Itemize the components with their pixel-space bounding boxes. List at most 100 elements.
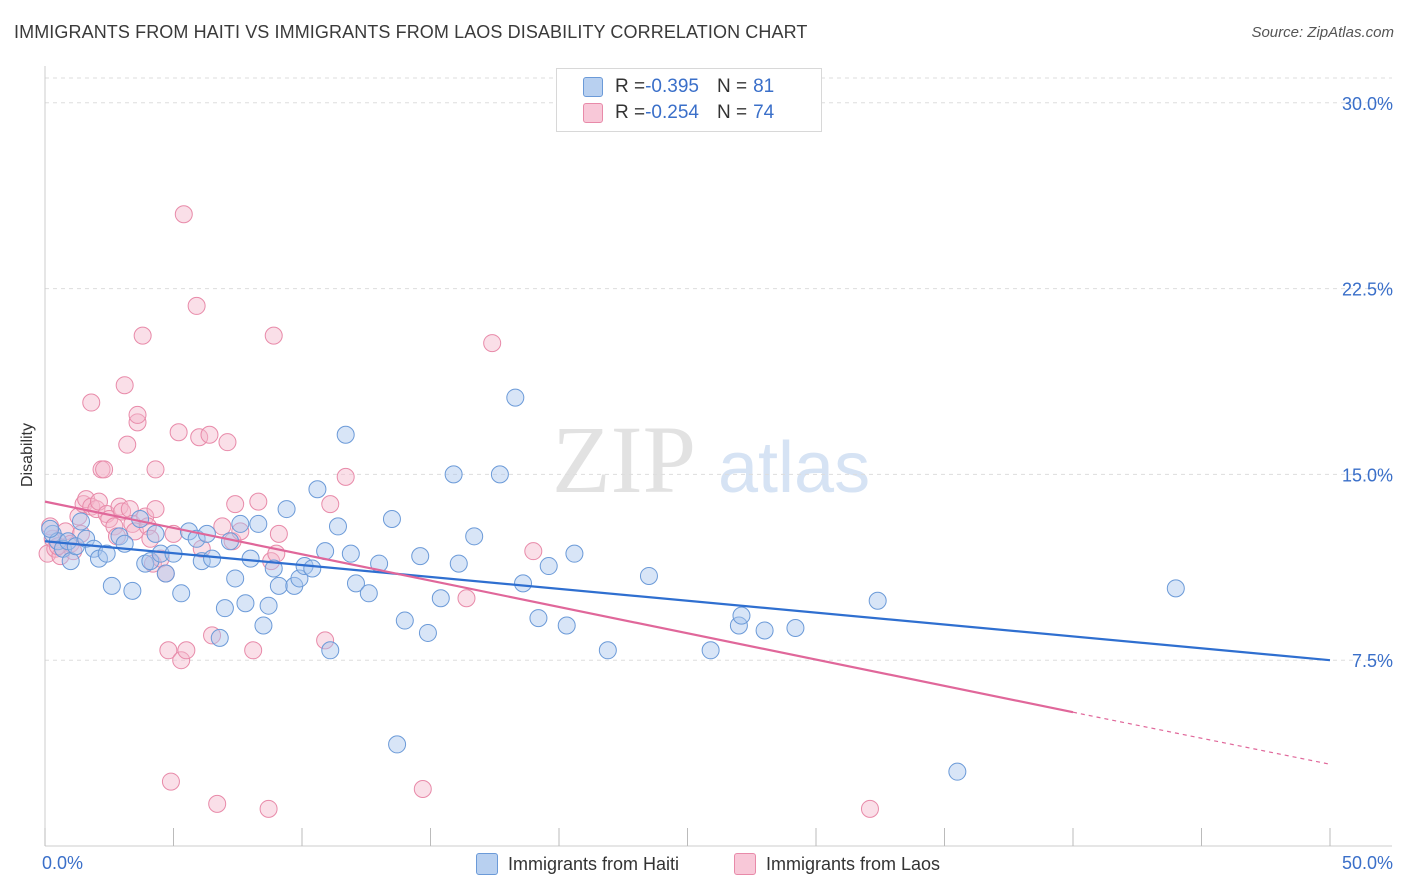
haiti-point-10 — [97, 544, 116, 563]
legend-row-laos: R = -0.254 N = 74 — [583, 101, 774, 125]
laos-r-label: R = — [615, 102, 646, 123]
haiti-point-34 — [241, 549, 260, 568]
laos-point-30 — [133, 326, 152, 345]
haiti-point-36 — [254, 616, 273, 635]
haiti-point-22 — [172, 584, 191, 603]
haiti-point-58 — [418, 623, 437, 642]
haiti-point-39 — [269, 576, 288, 595]
laos-point-35 — [146, 500, 165, 519]
laos-point-59 — [259, 799, 278, 818]
haiti-point-61 — [449, 554, 468, 573]
laos-point-39 — [159, 641, 178, 660]
laos-point-43 — [172, 651, 191, 670]
haiti-point-70 — [598, 641, 617, 660]
haiti-point-60 — [444, 465, 463, 484]
haiti-point-40 — [277, 500, 296, 519]
haiti-point-80 — [41, 519, 60, 538]
laos-point-55 — [226, 495, 245, 514]
laos-point-23 — [115, 376, 134, 395]
laos-point-71 — [860, 799, 879, 818]
bottom-laos-label: Immigrants from Laos — [766, 853, 941, 874]
correlation-legend: R = -0.395 N = 81 R = -0.254 N = 74 — [556, 68, 822, 132]
y-tick-label-2: 22.5% — [1342, 280, 1393, 300]
haiti-point-37 — [259, 596, 278, 615]
haiti-point-14 — [123, 581, 142, 600]
haiti-point-76 — [786, 618, 805, 637]
legend-row-haiti: R = -0.395 N = 81 — [583, 75, 774, 99]
haiti-point-11 — [102, 576, 121, 595]
haiti-point-38 — [264, 559, 283, 578]
laos-point-49 — [200, 425, 219, 444]
laos-point-63 — [269, 524, 288, 543]
laos-trend-line — [44, 500, 1074, 714]
bottom-haiti-swatch — [476, 853, 498, 875]
haiti-point-57 — [411, 547, 430, 566]
haiti-point-75 — [755, 621, 774, 640]
laos-point-65 — [321, 495, 340, 514]
laos-point-40 — [161, 772, 180, 791]
trend-lines — [44, 500, 1331, 765]
watermark-atlas: atlas — [718, 428, 870, 508]
laos-r-value: -0.254 — [645, 102, 699, 123]
haiti-point-33 — [236, 594, 255, 613]
haiti-n-value: 81 — [753, 76, 775, 97]
laos-n-label: N = — [716, 102, 748, 123]
laos-point-66 — [336, 467, 355, 486]
haiti-point-55 — [388, 735, 407, 754]
haiti-r-label: R = — [615, 76, 646, 97]
haiti-point-27 — [203, 549, 222, 568]
haiti-point-5 — [66, 537, 85, 556]
haiti-point-52 — [359, 584, 378, 603]
haiti-point-79 — [1166, 579, 1185, 598]
laos-point-57 — [244, 641, 263, 660]
haiti-point-44 — [303, 559, 322, 578]
haiti-point-56 — [395, 611, 414, 630]
haiti-point-65 — [514, 574, 533, 593]
laos-point-53 — [218, 433, 237, 452]
y-tick-label-0: 7.5% — [1352, 651, 1393, 671]
laos-point-47 — [190, 428, 209, 447]
bottom-haiti-label: Immigrants from Haiti — [508, 853, 680, 874]
haiti-point-32 — [231, 514, 250, 533]
laos-point-61 — [264, 326, 283, 345]
laos-points — [38, 205, 879, 818]
haiti-point-66 — [529, 609, 548, 628]
haiti-point-49 — [336, 425, 355, 444]
laos-point-68 — [457, 589, 476, 608]
laos-point-28 — [128, 413, 147, 432]
haiti-n-label: N = — [716, 76, 748, 97]
laos-point-44 — [174, 205, 193, 224]
haiti-trend-line — [44, 540, 1331, 662]
haiti-point-17 — [141, 552, 160, 571]
source-label: Source: ZipAtlas.com — [1251, 24, 1394, 41]
laos-point-42 — [169, 423, 188, 442]
laos-n-value: 74 — [753, 102, 775, 123]
laos-point-29 — [128, 405, 147, 424]
haiti-point-77 — [868, 591, 887, 610]
haiti-point-54 — [382, 509, 401, 528]
haiti-r-value: -0.395 — [645, 76, 699, 97]
laos-point-12 — [82, 393, 101, 412]
haiti-point-64 — [506, 388, 525, 407]
x-tick-label-min: 0.0% — [42, 853, 83, 873]
haiti-point-35 — [249, 514, 268, 533]
haiti-point-62 — [465, 527, 484, 546]
laos-point-16 — [95, 460, 114, 479]
haiti-swatch — [583, 77, 603, 97]
y-tick-label-1: 15.0% — [1342, 465, 1393, 485]
haiti-point-78 — [948, 762, 967, 781]
haiti-point-72 — [701, 641, 720, 660]
haiti-point-69 — [565, 544, 584, 563]
haiti-point-6 — [71, 512, 90, 531]
haiti-point-74 — [732, 606, 751, 625]
haiti-point-18 — [146, 524, 165, 543]
haiti-point-16 — [136, 554, 155, 573]
laos-point-45 — [177, 641, 196, 660]
haiti-point-63 — [490, 465, 509, 484]
laos-trend-extension — [1072, 711, 1331, 765]
bottom-laos-swatch — [734, 853, 756, 875]
tick-labels: 7.5% 15.0% 22.5% 30.0% 0.0% 50.0% — [42, 94, 1393, 873]
bottom-legend-haiti: Immigrants from Haiti — [476, 852, 679, 876]
haiti-point-47 — [321, 641, 340, 660]
haiti-point-71 — [639, 566, 658, 585]
